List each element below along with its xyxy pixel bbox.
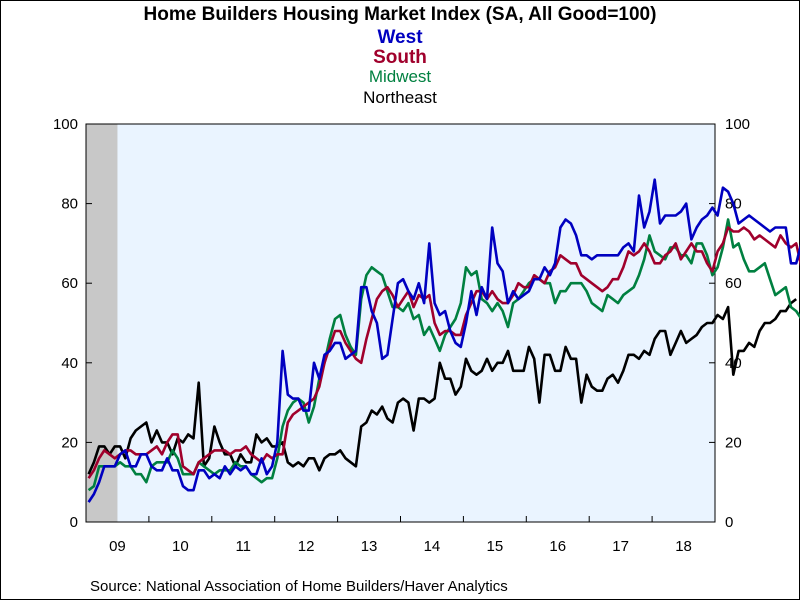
series-line-midwest	[87, 218, 800, 492]
x-tick-label: 09	[109, 538, 126, 555]
y-tick-label-left: 80	[61, 196, 78, 213]
legend-northeast: Northeast	[363, 88, 437, 107]
x-tick-label: 11	[235, 538, 251, 555]
x-tick-label: 12	[298, 538, 315, 555]
x-tick-label: 16	[549, 538, 566, 555]
y-tick-label-right: 100	[725, 116, 750, 133]
series-line-south	[87, 226, 800, 479]
series-line-northeast	[87, 298, 797, 475]
x-tick-label: 17	[612, 538, 629, 555]
legend-west: West	[377, 27, 423, 48]
y-tick-label-left: 60	[61, 275, 78, 292]
x-tick-label: 14	[424, 538, 441, 555]
legend-midwest: Midwest	[368, 67, 432, 86]
source-note: Source: National Association of Home Bui…	[90, 578, 508, 595]
y-tick-label-left: 40	[61, 355, 78, 372]
x-tick-label: 15	[487, 538, 504, 555]
recession-shade	[86, 124, 118, 522]
x-tick-label: 13	[361, 538, 378, 555]
x-tick-label: 10	[172, 538, 189, 555]
chart-title: Home Builders Housing Market Index (SA, …	[143, 4, 657, 25]
y-tick-label-left: 100	[53, 116, 78, 133]
y-tick-label-left: 0	[70, 514, 78, 531]
series-line-west	[87, 178, 800, 503]
legend-south: South	[373, 47, 427, 68]
y-tick-label-right: 0	[725, 514, 733, 531]
y-tick-label-right: 20	[725, 434, 742, 451]
plot-area	[86, 124, 715, 522]
y-tick-label-right: 60	[725, 275, 742, 292]
x-tick-label: 18	[675, 538, 692, 555]
y-tick-label-left: 20	[61, 434, 78, 451]
